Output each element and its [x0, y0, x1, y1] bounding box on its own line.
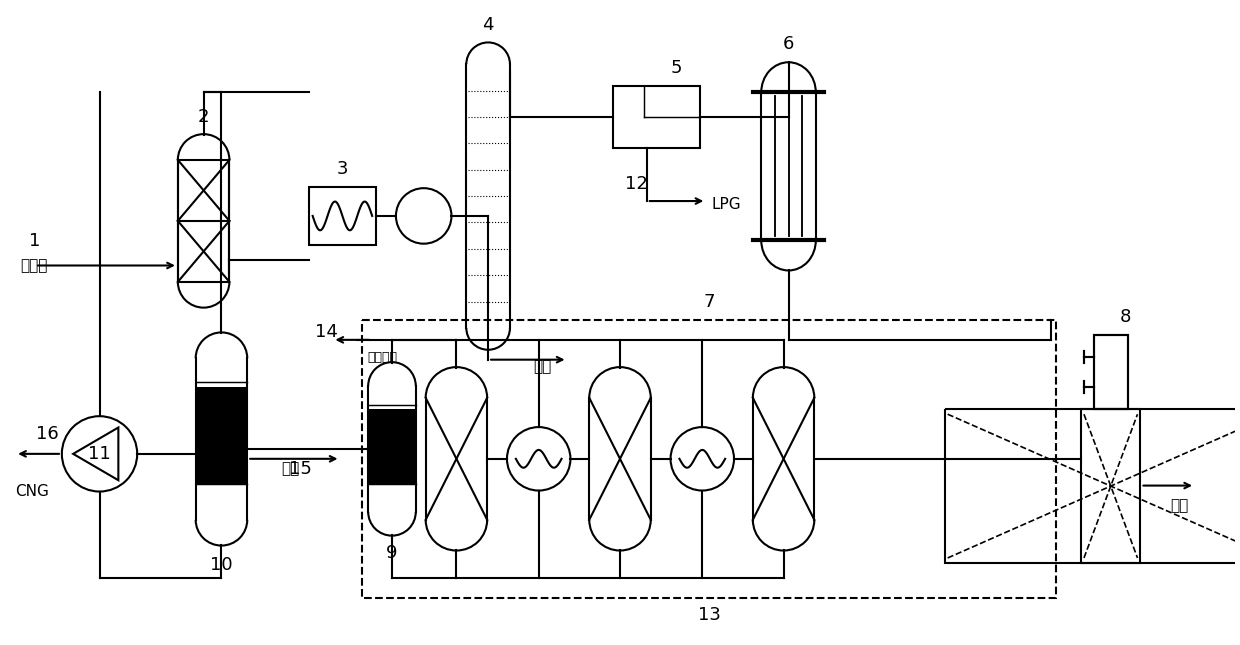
- Text: 15: 15: [289, 460, 312, 478]
- Text: 5: 5: [671, 59, 682, 77]
- Text: 6: 6: [782, 35, 795, 54]
- Bar: [1094, 335, 1127, 409]
- Text: 硫磺: 硫磺: [1171, 498, 1188, 513]
- Bar: [613, 86, 701, 148]
- Text: 二氧化碳: 二氧化碳: [367, 351, 397, 364]
- Text: 11: 11: [88, 445, 110, 463]
- Text: 14: 14: [315, 323, 337, 341]
- Text: 4: 4: [482, 15, 494, 34]
- Bar: [1081, 409, 1141, 563]
- Text: 10: 10: [210, 556, 233, 574]
- Bar: [1094, 335, 1127, 409]
- Text: 干馏气: 干馏气: [20, 258, 47, 273]
- Text: 1: 1: [30, 232, 41, 250]
- Bar: [368, 409, 415, 484]
- Bar: [945, 409, 1240, 563]
- Text: 12: 12: [625, 175, 649, 194]
- Text: 8: 8: [1120, 308, 1131, 326]
- Text: 焦油: 焦油: [533, 359, 551, 374]
- Text: 16: 16: [36, 425, 58, 443]
- Text: 9: 9: [386, 544, 398, 562]
- Text: 7: 7: [703, 293, 715, 311]
- Text: 2: 2: [198, 108, 210, 126]
- Text: CNG: CNG: [15, 484, 50, 499]
- Bar: [309, 187, 376, 244]
- Bar: [196, 387, 247, 484]
- Text: 氮气: 氮气: [281, 461, 299, 476]
- Bar: [362, 320, 1056, 598]
- Text: 3: 3: [337, 161, 348, 178]
- Text: LPG: LPG: [712, 197, 740, 212]
- Bar: [761, 92, 816, 241]
- Text: 13: 13: [698, 606, 720, 624]
